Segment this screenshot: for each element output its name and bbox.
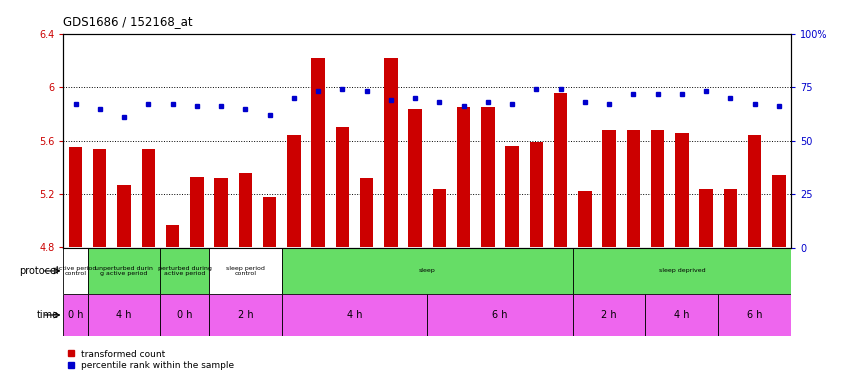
Bar <box>578 191 591 248</box>
Bar <box>209 248 282 294</box>
Bar <box>282 294 427 336</box>
Bar <box>360 178 373 248</box>
Bar <box>63 248 88 294</box>
Bar <box>748 135 761 248</box>
Bar <box>287 135 300 248</box>
Bar <box>161 248 209 294</box>
Text: 0 h: 0 h <box>177 310 192 320</box>
Bar <box>481 107 495 248</box>
Bar <box>141 148 155 248</box>
Bar <box>190 177 204 248</box>
Bar <box>627 130 640 248</box>
Bar <box>573 294 645 336</box>
Bar <box>409 108 422 248</box>
Bar <box>432 189 446 248</box>
Bar <box>282 248 573 294</box>
Bar <box>263 197 277 248</box>
Bar <box>384 58 398 248</box>
Bar <box>214 178 228 248</box>
Bar <box>336 127 349 248</box>
Bar <box>700 189 713 248</box>
Bar <box>93 148 107 248</box>
Bar <box>69 147 82 248</box>
Bar <box>88 248 161 294</box>
Bar <box>209 294 282 336</box>
Text: GDS1686 / 152168_at: GDS1686 / 152168_at <box>63 15 193 28</box>
Text: 2 h: 2 h <box>238 310 253 320</box>
Bar <box>723 189 737 248</box>
Bar <box>651 130 664 248</box>
Legend: transformed count, percentile rank within the sample: transformed count, percentile rank withi… <box>68 350 233 370</box>
Text: 6 h: 6 h <box>747 310 762 320</box>
Text: active period
control: active period control <box>55 266 96 276</box>
Bar <box>166 225 179 248</box>
Text: 6 h: 6 h <box>492 310 508 320</box>
Bar <box>88 294 161 336</box>
Bar <box>554 93 568 248</box>
Text: 4 h: 4 h <box>674 310 689 320</box>
Text: 0 h: 0 h <box>68 310 83 320</box>
Bar <box>457 107 470 248</box>
Bar <box>645 294 718 336</box>
Bar <box>675 133 689 248</box>
Bar <box>573 248 791 294</box>
Text: time: time <box>37 310 59 320</box>
Text: sleep period
control: sleep period control <box>226 266 265 276</box>
Bar <box>427 294 573 336</box>
Text: protocol: protocol <box>19 266 59 276</box>
Text: perturbed during
active period: perturbed during active period <box>157 266 212 276</box>
Text: 4 h: 4 h <box>117 310 132 320</box>
Bar <box>505 146 519 248</box>
Text: 4 h: 4 h <box>347 310 362 320</box>
Bar <box>530 142 543 248</box>
Text: 2 h: 2 h <box>602 310 617 320</box>
Bar <box>311 58 325 248</box>
Bar <box>602 130 616 248</box>
Bar <box>161 294 209 336</box>
Bar <box>772 176 786 248</box>
Text: unperturbed durin
g active period: unperturbed durin g active period <box>95 266 153 276</box>
Bar <box>239 172 252 248</box>
Bar <box>118 185 131 248</box>
Text: sleep: sleep <box>419 268 436 273</box>
Bar <box>63 294 88 336</box>
Text: sleep deprived: sleep deprived <box>658 268 706 273</box>
Bar <box>718 294 791 336</box>
